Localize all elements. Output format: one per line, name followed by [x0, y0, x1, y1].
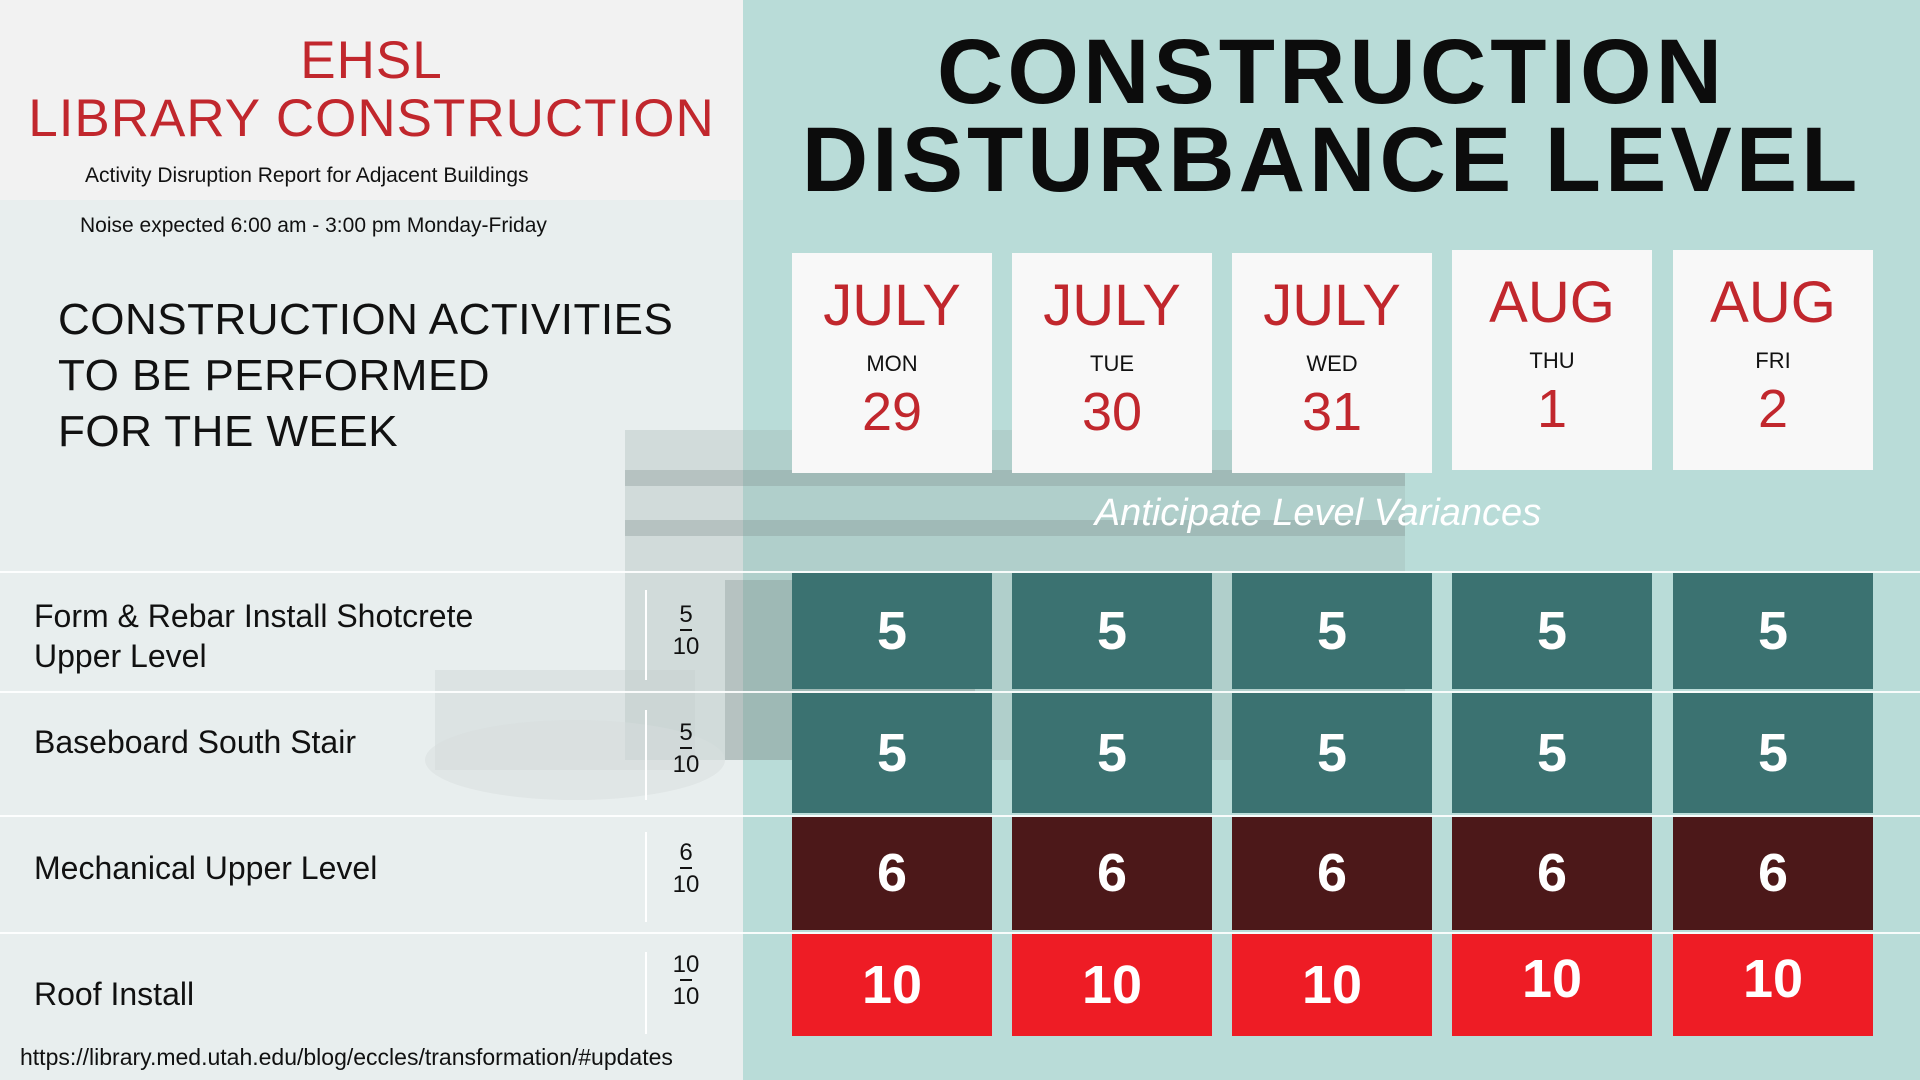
fraction-bar: [680, 867, 692, 869]
day-card-tue: JULY TUE 30: [1012, 253, 1212, 473]
fraction-bar: [680, 979, 692, 981]
activity-label-line: Upper Level: [34, 638, 207, 674]
level-cell-wed: 6: [1232, 817, 1432, 930]
main-title-line2: DISTURBANCE LEVEL: [801, 109, 1862, 211]
max-level-value: 10: [672, 951, 700, 978]
day-date: 31: [1301, 382, 1363, 442]
day-weekday: THU: [1529, 348, 1575, 373]
activity-label-roof: Roof Install: [34, 974, 194, 1014]
level-cell-fri: 5: [1673, 693, 1873, 813]
activity-label-line: Mechanical Upper Level: [34, 850, 378, 886]
level-cell-thu: 10: [1452, 934, 1652, 1036]
activities-heading-line2: TO BE PERFORMED: [58, 351, 491, 400]
day-date: 2: [1757, 379, 1789, 439]
report-subtitle: Activity Disruption Report for Adjacent …: [85, 164, 529, 187]
activity-label-baseboard: Baseboard South Stair: [34, 722, 356, 762]
divider-line: [645, 832, 647, 922]
level-cell-wed: 10: [1232, 934, 1432, 1036]
level-cell-mon: 6: [792, 817, 992, 930]
day-card-thu: AUG THU 1: [1452, 250, 1652, 470]
day-month: JULY: [1263, 273, 1401, 338]
variance-note: Anticipate Level Variances: [1094, 492, 1542, 534]
divider-line: [645, 590, 647, 680]
activities-heading-line1: CONSTRUCTION ACTIVITIES: [58, 295, 674, 344]
day-date: 30: [1081, 382, 1143, 442]
activity-max-level: 5 10: [648, 602, 724, 660]
max-level-scale: 10: [672, 983, 700, 1010]
row-divider: [0, 691, 1920, 693]
day-month: JULY: [1043, 273, 1181, 338]
level-cell-thu: 5: [1452, 693, 1652, 813]
level-cell-tue: 10: [1012, 934, 1212, 1036]
day-weekday: TUE: [1090, 351, 1134, 376]
noise-schedule-note: Noise expected 6:00 am - 3:00 pm Monday-…: [80, 214, 547, 237]
ehsl-title-line1: EHSL: [300, 31, 443, 90]
divider-line: [645, 952, 647, 1034]
activity-max-level: 5 10: [648, 720, 724, 778]
activity-label-line: Form & Rebar Install Shotcrete: [34, 598, 474, 634]
level-cell-thu: 6: [1452, 817, 1652, 930]
max-level-scale: 10: [672, 633, 700, 660]
level-cell-tue: 5: [1012, 573, 1212, 689]
day-card-fri: AUG FRI 2: [1673, 250, 1873, 470]
activity-label-form-rebar: Form & Rebar Install Shotcrete Upper Lev…: [34, 596, 473, 676]
level-cell-fri: 10: [1673, 934, 1873, 1036]
fraction-bar: [680, 629, 692, 631]
level-cell-wed: 5: [1232, 573, 1432, 689]
footer-link[interactable]: https://library.med.utah.edu/blog/eccles…: [20, 1044, 673, 1070]
divider-line: [645, 710, 647, 800]
day-month: AUG: [1710, 270, 1836, 335]
day-month: JULY: [823, 273, 961, 338]
row-divider: [0, 932, 1920, 934]
day-weekday: WED: [1306, 351, 1358, 376]
day-card-mon: JULY MON 29: [792, 253, 992, 473]
row-divider: [0, 815, 1920, 817]
level-cell-mon: 10: [792, 934, 992, 1036]
day-month: AUG: [1489, 270, 1615, 335]
activities-heading-line3: FOR THE WEEK: [58, 407, 399, 456]
level-cell-fri: 6: [1673, 817, 1873, 930]
day-date: 1: [1536, 379, 1568, 439]
fraction-bar: [680, 747, 692, 749]
activity-label-line: Roof Install: [34, 976, 195, 1012]
activity-label-line: Baseboard South Stair: [34, 724, 356, 760]
ehsl-title-line2: LIBRARY CONSTRUCTION: [28, 89, 715, 148]
level-cell-wed: 5: [1232, 693, 1432, 813]
level-cell-tue: 5: [1012, 693, 1212, 813]
max-level-value: 6: [679, 839, 693, 866]
level-cell-mon: 5: [792, 693, 992, 813]
max-level-value: 5: [679, 719, 693, 746]
day-weekday: FRI: [1755, 348, 1791, 373]
main-title: CONSTRUCTION DISTURBANCE LEVEL: [743, 21, 1920, 211]
level-cell-thu: 5: [1452, 573, 1652, 689]
ehsl-title: EHSL LIBRARY CONSTRUCTION: [0, 32, 743, 148]
max-level-scale: 10: [672, 871, 700, 898]
max-level-value: 5: [679, 601, 693, 628]
level-cell-tue: 6: [1012, 817, 1212, 930]
level-cell-fri: 5: [1673, 573, 1873, 689]
day-weekday: MON: [866, 351, 918, 376]
level-cell-mon: 5: [792, 573, 992, 689]
activity-label-mechanical: Mechanical Upper Level: [34, 848, 377, 888]
left-header-panel: [0, 0, 743, 200]
day-date: 29: [861, 382, 923, 442]
activity-max-level: 6 10: [648, 840, 724, 898]
day-card-wed: JULY WED 31: [1232, 253, 1432, 473]
max-level-scale: 10: [672, 751, 700, 778]
activities-heading: CONSTRUCTION ACTIVITIES TO BE PERFORMED …: [58, 292, 673, 460]
row-divider: [0, 571, 1920, 573]
activity-max-level: 10 10: [648, 952, 724, 1010]
main-title-line1: CONSTRUCTION: [936, 21, 1727, 123]
